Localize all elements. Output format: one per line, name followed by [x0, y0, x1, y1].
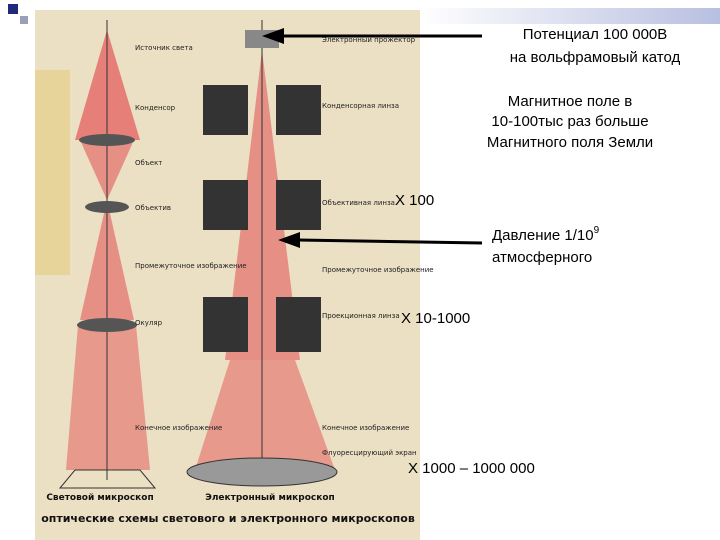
image-label: Электронный прожектор	[322, 36, 416, 44]
magnification: X 10-1000	[401, 310, 470, 327]
image-label: Конечное изображение	[135, 424, 222, 432]
image-labels: Источник света Конденсор Объект Объектив Про…	[135, 36, 434, 457]
superscript: 9	[594, 225, 600, 236]
lens	[77, 318, 137, 332]
image-label: Промежуточное изображение	[322, 266, 434, 274]
image-label: Конечное изображение	[322, 424, 409, 432]
image-label: Конденсор	[135, 104, 176, 112]
image-label: Флуоресцирующий экран	[322, 449, 417, 457]
caption: Электронный микроскоп	[205, 493, 335, 503]
magnet	[276, 85, 321, 135]
arrow	[297, 238, 483, 245]
lens	[85, 201, 129, 213]
magnet	[203, 180, 248, 230]
magnet	[276, 297, 321, 352]
annotation: атмосферного	[492, 249, 592, 266]
image-label: Проекционная линза	[322, 312, 400, 320]
caption: Световой микроскоп	[46, 493, 153, 503]
footer: оптические схемы светового и электронног…	[41, 512, 415, 525]
magnification: X 100	[395, 192, 434, 209]
deco-square	[20, 16, 28, 24]
magnet	[203, 85, 248, 135]
beam	[66, 325, 150, 470]
annotation: на вольфрамовый катод	[510, 49, 681, 66]
image-label: Объект	[135, 159, 162, 167]
annotation-text: Давление 1/10	[492, 227, 594, 244]
annotation: Магнитное поле в	[508, 93, 633, 110]
image-label: Источник света	[135, 44, 193, 52]
image-label: Окуляр	[135, 319, 163, 327]
image-label: Промежуточное изображение	[135, 262, 247, 270]
annotation: 10-100тыс раз больше	[491, 113, 648, 130]
image-label: Объектив	[135, 204, 171, 212]
deco-square	[8, 4, 18, 14]
annotation: Потенциал 100 000В	[523, 26, 668, 43]
microscope-image	[35, 10, 420, 540]
screen	[186, 457, 338, 487]
image-strip	[35, 70, 70, 275]
annotation: Магнитного поля Земли	[487, 134, 653, 151]
arrow-head	[278, 232, 300, 248]
magnet	[203, 297, 248, 352]
image-label: Объективная линза	[322, 199, 395, 207]
magnification: X 1000 – 1000 000	[408, 460, 535, 477]
top-bar	[420, 8, 720, 24]
image-label: Конденсорная линза	[322, 102, 399, 110]
beam	[195, 360, 335, 470]
magnet	[276, 180, 321, 230]
arrow-head	[262, 28, 284, 44]
annotation: Давление 1/109	[492, 225, 600, 244]
lens	[79, 134, 135, 146]
screen	[58, 469, 157, 489]
